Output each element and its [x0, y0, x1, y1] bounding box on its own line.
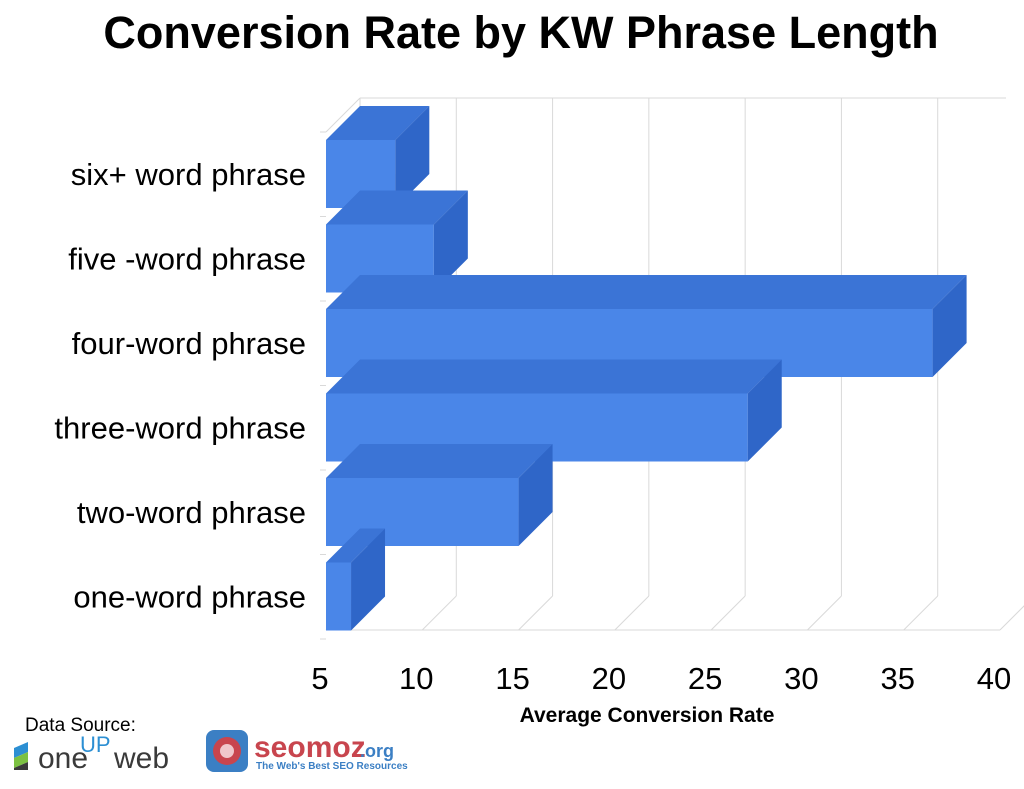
bar-top-face — [326, 444, 553, 478]
x-tick-label: 15 — [495, 661, 529, 696]
bar-side-face — [518, 444, 553, 546]
bars-layer — [326, 106, 967, 631]
seomoz-org-text: .org — [360, 741, 394, 761]
bar-top-face — [326, 359, 782, 394]
data-source-label: Data Source: — [25, 715, 136, 736]
bar-5 — [326, 444, 553, 546]
bar-side-face — [395, 106, 430, 208]
x-tick-label: 40 — [977, 661, 1011, 696]
x-tick-label: 20 — [592, 661, 626, 696]
bar-top-face — [326, 528, 386, 563]
x-tick-label: 35 — [880, 661, 914, 696]
x-tick-label: 5 — [311, 661, 328, 696]
oneupweb-logo: one UP web — [14, 732, 169, 775]
bar-side-face — [747, 359, 782, 462]
bar-top-face — [326, 190, 468, 225]
x-axis-label: Average Conversion Rate — [520, 704, 775, 727]
category-label: five -word phrase — [68, 242, 306, 277]
x-tick-label: 25 — [688, 661, 722, 696]
chart-title: Conversion Rate by KW Phrase Length — [103, 7, 938, 58]
bar-1 — [326, 106, 430, 208]
floor-gridline-20 — [614, 595, 650, 631]
floor-gridline-40 — [999, 605, 1024, 631]
seomoz-text: seomoz — [254, 731, 366, 764]
floor-gridline-30 — [807, 595, 842, 631]
bar-side-face — [932, 275, 967, 377]
bar-side-face — [351, 528, 386, 631]
side-wall-top-edge — [325, 97, 361, 133]
floor-gridline-35 — [903, 595, 939, 631]
bar-6 — [326, 528, 386, 631]
category-label: six+ word phrase — [71, 157, 306, 192]
oneupweb-text-one: one — [38, 742, 88, 775]
bar-side-face — [433, 190, 468, 293]
bar-front-face — [326, 562, 352, 631]
oneupweb-text-web: web — [113, 742, 169, 775]
bar-4 — [326, 359, 782, 462]
bar-top-face — [326, 275, 967, 309]
category-label: two-word phrase — [77, 495, 306, 530]
bar-2 — [326, 190, 468, 293]
category-label: one-word phrase — [73, 580, 306, 615]
bar-top-face — [326, 106, 430, 140]
category-labels: six+ word phrase five -word phrase four-wo… — [54, 157, 306, 615]
category-label: three-word phrase — [54, 411, 306, 446]
category-label: four-word phrase — [72, 326, 306, 361]
floor-gridline-25 — [710, 595, 746, 631]
oneupweb-text-up: UP — [80, 732, 111, 757]
floor-gridline-10 — [421, 595, 457, 631]
x-tick-labels: 5 10 15 20 25 30 35 40 — [311, 661, 1011, 696]
floor-gridline-15 — [518, 595, 553, 631]
x-tick-label: 10 — [399, 661, 433, 696]
seomoz-tagline: The Web's Best SEO Resources — [256, 761, 408, 772]
x-tick-label: 30 — [784, 661, 818, 696]
seomoz-logo: seomoz .org The Web's Best SEO Resources — [206, 730, 408, 772]
oneupweb-mark-icon — [14, 742, 28, 770]
